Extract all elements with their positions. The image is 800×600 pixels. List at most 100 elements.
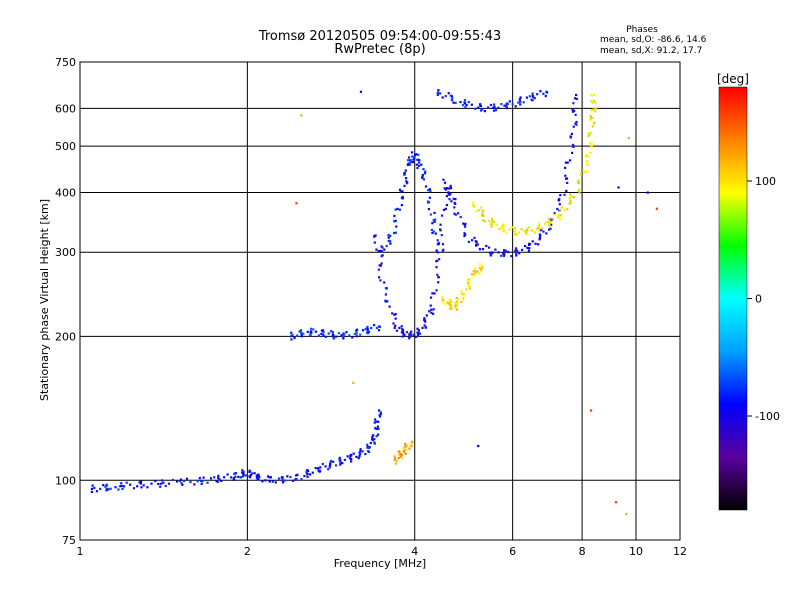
data-point: [300, 478, 303, 481]
data-point: [514, 105, 517, 108]
data-point: [200, 482, 203, 485]
data-point: [472, 274, 475, 277]
data-point: [378, 409, 381, 412]
data-point: [442, 208, 446, 211]
data-point: [237, 475, 240, 478]
data-point: [394, 457, 397, 460]
data-point: [473, 269, 477, 273]
data-point: [402, 447, 406, 450]
data-point: [564, 174, 567, 177]
data-point: [440, 214, 444, 217]
data-point: [479, 104, 482, 107]
data-point: [572, 145, 575, 148]
data-point: [217, 476, 220, 479]
data-point: [560, 214, 563, 217]
y-axis-label: Stationary phase Virtual Height [km]: [38, 199, 51, 401]
data-point: [352, 381, 355, 384]
data-point: [418, 332, 422, 335]
data-point: [440, 234, 443, 237]
data-point: [471, 203, 474, 206]
data-point: [521, 248, 524, 251]
data-point: [309, 334, 312, 337]
data-point: [442, 300, 445, 303]
data-point: [575, 97, 578, 100]
data-point: [120, 482, 123, 485]
data-point: [548, 220, 551, 223]
data-point: [592, 122, 596, 125]
data-point: [538, 233, 541, 236]
data-point: [258, 476, 261, 479]
data-point: [517, 101, 520, 104]
data-point: [105, 487, 108, 490]
data-point: [398, 454, 401, 457]
data-point: [481, 248, 485, 251]
data-point: [367, 446, 370, 449]
data-point: [384, 300, 387, 303]
data-point: [379, 411, 382, 414]
data-point: [524, 245, 527, 248]
data-point: [523, 230, 526, 233]
data-point: [477, 106, 480, 109]
data-point: [464, 225, 467, 228]
data-point: [393, 455, 396, 458]
data-point: [487, 219, 490, 222]
data-point: [241, 469, 244, 472]
data-point: [655, 207, 658, 210]
data-point: [389, 242, 392, 245]
data-point: [548, 228, 551, 231]
data-point: [366, 332, 369, 335]
data-point: [162, 481, 165, 484]
data-point: [404, 452, 407, 455]
data-point: [248, 470, 251, 473]
data-point: [453, 212, 456, 215]
x-tick-label: 12: [673, 545, 687, 558]
data-point: [206, 481, 209, 484]
data-point: [542, 230, 545, 233]
data-point: [568, 159, 572, 162]
data-point: [374, 418, 377, 421]
data-point: [410, 444, 413, 447]
data-point: [646, 191, 649, 194]
data-point: [136, 485, 139, 488]
data-point: [573, 97, 577, 100]
data-point: [557, 199, 561, 202]
data-point: [370, 326, 373, 330]
data-point: [408, 163, 411, 166]
data-point: [400, 453, 403, 456]
data-point: [538, 236, 541, 239]
data-point: [537, 229, 540, 232]
data-point: [367, 330, 370, 333]
data-point: [473, 267, 477, 270]
data-point: [429, 304, 432, 307]
data-point: [558, 215, 561, 218]
data-point: [427, 208, 430, 211]
data-point: [183, 479, 186, 483]
data-point: [589, 118, 592, 121]
data-point: [388, 239, 391, 243]
data-point: [549, 221, 552, 224]
data-point: [436, 273, 439, 276]
data-point: [405, 177, 408, 180]
data-point: [504, 249, 507, 252]
data-point: [117, 488, 120, 491]
data-point: [551, 217, 554, 220]
data-point: [295, 478, 298, 481]
data-point: [410, 441, 413, 444]
data-point: [432, 219, 435, 222]
data-point: [282, 481, 285, 484]
data-point: [503, 249, 506, 252]
data-point: [459, 215, 462, 219]
data-point: [528, 226, 531, 229]
data-point: [468, 286, 471, 289]
data-point: [586, 170, 589, 173]
data-point: [109, 487, 112, 490]
data-point: [444, 95, 447, 98]
data-point: [518, 98, 521, 101]
data-point: [244, 474, 247, 477]
data-point: [490, 220, 494, 223]
data-point: [375, 420, 378, 423]
chart-subtitle: RwPretec (8p): [334, 42, 425, 57]
data-point: [296, 473, 299, 476]
data-point: [446, 187, 449, 190]
